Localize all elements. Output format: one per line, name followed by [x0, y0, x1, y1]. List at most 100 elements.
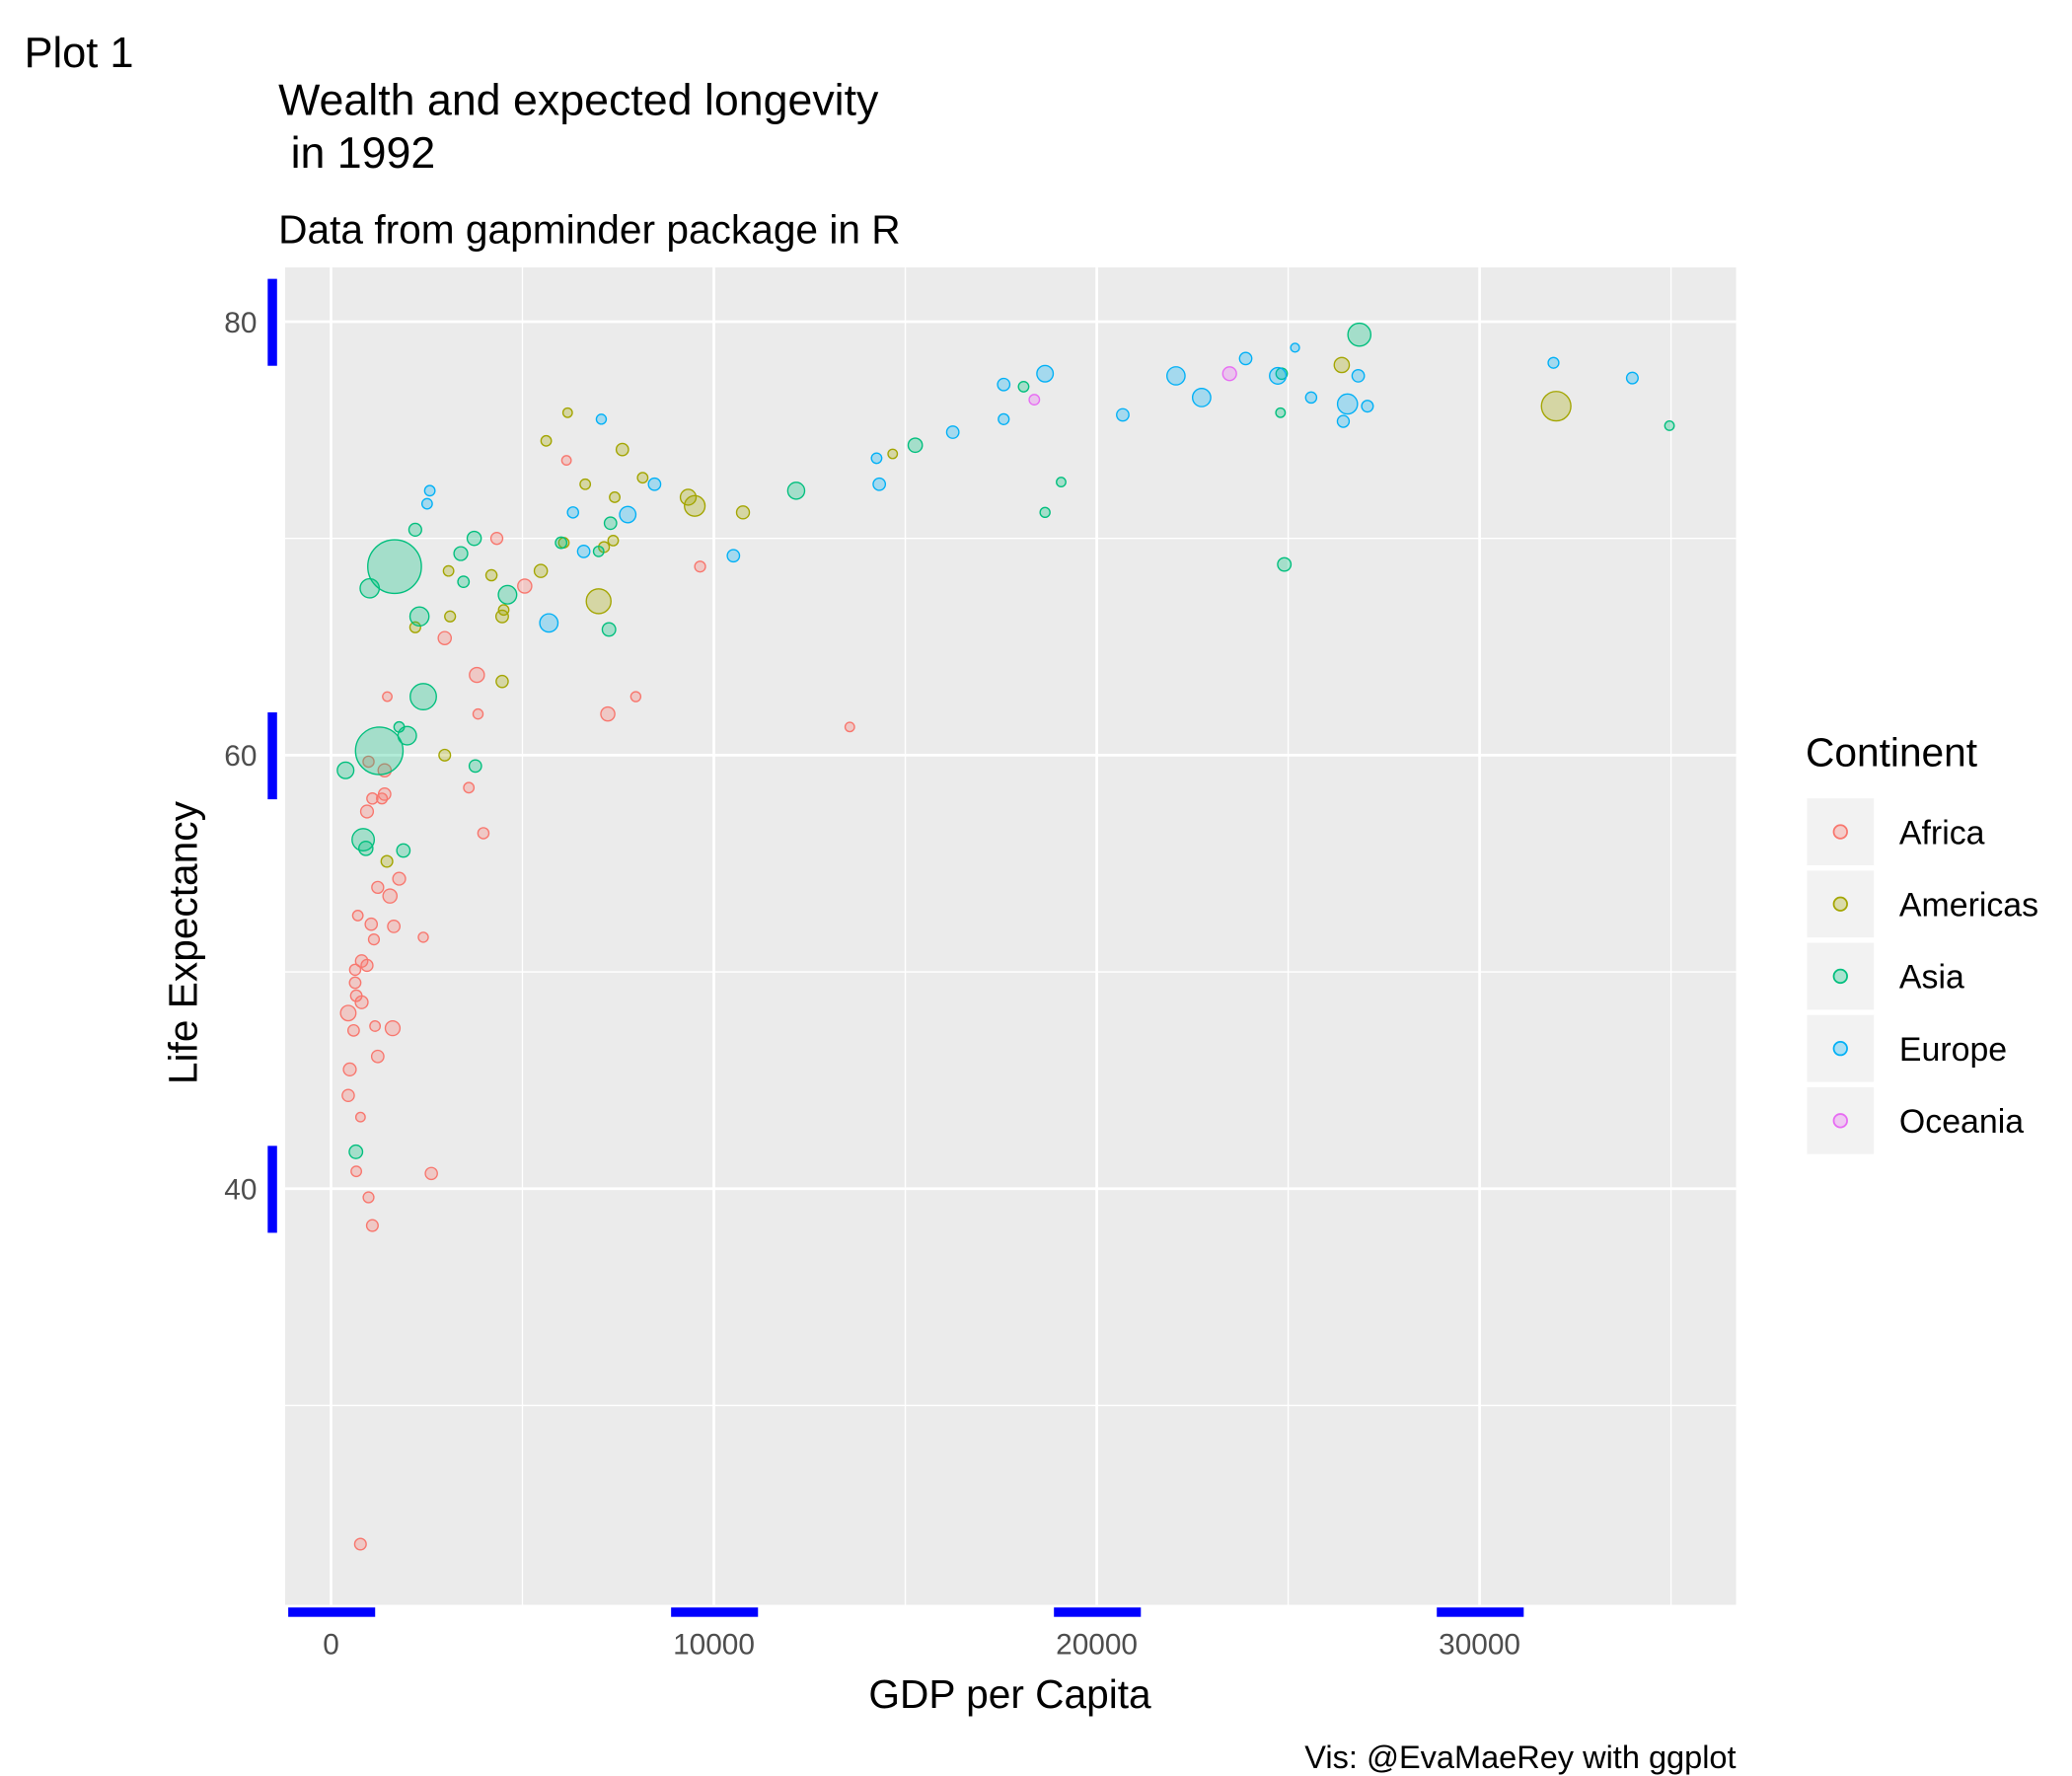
legend-label: Africa [1899, 814, 1985, 851]
y-tick-label: 40 [224, 1174, 257, 1207]
point [786, 481, 806, 500]
point [444, 610, 457, 623]
point [497, 604, 510, 617]
point [1269, 366, 1288, 385]
legend-label: Oceania [1899, 1103, 2024, 1141]
y-tick-label: 80 [224, 307, 257, 339]
legend-symbol [1832, 1040, 1848, 1057]
chart-subtitle: Data from gapminder package in R [278, 207, 901, 253]
point [364, 917, 379, 931]
point [365, 1219, 379, 1232]
point [489, 532, 504, 546]
point [1347, 322, 1372, 347]
legend-key [1807, 798, 1875, 865]
point [907, 437, 924, 454]
point [342, 1062, 357, 1076]
point [539, 613, 559, 633]
point [348, 976, 362, 990]
point [407, 522, 422, 537]
point [601, 622, 617, 637]
point [566, 506, 579, 519]
point [369, 1020, 382, 1032]
point [358, 841, 374, 856]
point [609, 491, 621, 503]
point [844, 721, 855, 733]
point [517, 578, 533, 594]
point [555, 536, 568, 550]
legend-key [1807, 942, 1875, 1010]
point [1116, 407, 1130, 422]
point [1221, 366, 1237, 382]
point [1275, 407, 1287, 418]
point [1238, 351, 1253, 366]
point [887, 448, 899, 460]
point [540, 434, 553, 447]
point [453, 546, 469, 561]
caption: Vis: @EvaMaeRey with ggplot [1304, 1739, 1736, 1775]
point [1361, 400, 1374, 413]
point [694, 560, 706, 573]
point [397, 725, 417, 746]
point [353, 1537, 367, 1551]
point [576, 544, 591, 558]
point [1017, 380, 1030, 393]
point [1333, 356, 1351, 374]
point [607, 534, 620, 547]
tick-highlight [1054, 1607, 1142, 1617]
point [1036, 364, 1055, 383]
point [1191, 387, 1212, 407]
point [457, 575, 471, 589]
x-tick-label: 30000 [1439, 1629, 1520, 1662]
point [1277, 556, 1293, 572]
point [396, 843, 411, 858]
point [392, 871, 407, 886]
point [1547, 356, 1560, 369]
point [339, 1004, 357, 1022]
y-tick-label: 60 [224, 740, 257, 773]
point [382, 888, 399, 904]
point [1290, 342, 1300, 353]
point [408, 606, 430, 628]
point [872, 477, 887, 491]
point [380, 854, 394, 868]
point [354, 1111, 366, 1123]
point [726, 549, 741, 563]
point [423, 484, 436, 497]
point [585, 588, 612, 615]
point [437, 630, 453, 646]
point [477, 827, 490, 840]
point [438, 748, 452, 762]
x-axis-label: GDP per Capita [868, 1671, 1151, 1717]
legend-label: Asia [1899, 959, 1964, 997]
point [354, 726, 405, 776]
point [348, 1144, 364, 1159]
y-axis-label: Life Expectancy [160, 800, 205, 1084]
legend-key [1807, 1086, 1875, 1154]
point [341, 1088, 355, 1103]
legend-label: Americas [1899, 886, 2038, 924]
point [1304, 391, 1318, 405]
point [367, 539, 422, 595]
point [1336, 414, 1351, 428]
point [1166, 366, 1186, 386]
point [351, 910, 364, 922]
tick-highlight [288, 1607, 376, 1617]
point [371, 880, 385, 895]
legend-key [1807, 870, 1875, 938]
tick-highlight [267, 278, 277, 366]
point [647, 477, 662, 491]
point [350, 1165, 363, 1178]
point [735, 505, 751, 520]
point [359, 577, 381, 599]
point [560, 455, 572, 467]
point [998, 412, 1010, 425]
legend-key [1807, 1014, 1875, 1082]
point [442, 564, 455, 577]
point [384, 1020, 402, 1037]
point [1056, 477, 1067, 487]
point [409, 683, 437, 710]
tick-highlight [267, 1146, 277, 1233]
point [417, 931, 429, 943]
point [1664, 420, 1675, 431]
point [472, 707, 484, 720]
